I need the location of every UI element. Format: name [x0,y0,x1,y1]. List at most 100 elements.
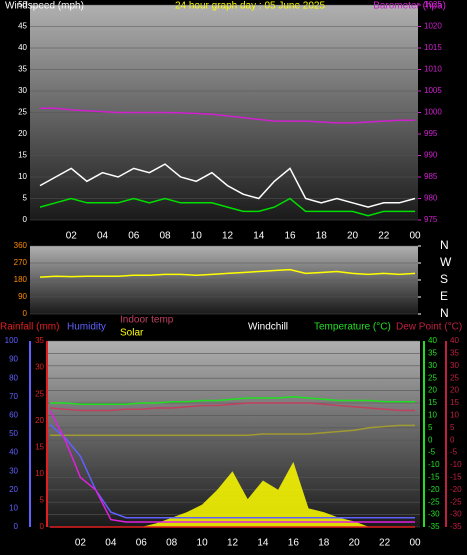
y-tick-label: 90 [9,355,18,364]
y2-tick-label: N [440,306,449,320]
y-tick-label: 25 [428,373,437,382]
y-tick-label: -25 [428,497,440,506]
x-tick-label: 22 [379,538,391,549]
y-tick-label: 50 [9,429,18,438]
y-tick-label: 100 [5,336,19,345]
y2-tick-label: 1025 [424,0,442,9]
y-tick-label: 15 [428,398,437,407]
y-tick-label: 35 [35,336,44,345]
data-line [39,268,416,278]
x-tick-label: 16 [284,231,296,242]
y-tick-label: 15 [35,442,44,451]
legend-entry: Windchill [248,322,288,333]
y-tick-label: 10 [18,172,27,181]
y2-tick-label: 1005 [424,86,442,95]
y-tick-label: -5 [428,448,436,457]
x-tick-label: 22 [378,231,390,242]
y-tick-label: 0 [23,309,28,318]
y-tick-label: 20 [9,485,18,494]
y-tick-label: -35 [450,522,462,531]
x-tick-label: 18 [318,538,330,549]
x-tick-label: 18 [316,231,328,242]
x-tick-label: 20 [347,231,359,242]
y2-tick-label: 1000 [424,108,442,117]
y2-tick-label: 1020 [424,22,442,31]
x-tick-label: 20 [349,538,361,549]
y-tick-label: -10 [450,460,462,469]
x-tick-label: 04 [105,538,117,549]
y-tick-label: 25 [18,108,27,117]
data-area [50,461,415,527]
data-line [39,197,415,217]
y-tick-label: -15 [450,473,462,482]
data-line [50,424,415,436]
y-tick-label: -20 [428,485,440,494]
x-tick-label: 12 [222,231,234,242]
y-tick-label: 15 [18,151,27,160]
x-tick-label: 16 [288,538,300,549]
y-tick-label: 80 [9,373,18,382]
y2-tick-label: W [440,255,452,269]
y-tick-label: 10 [35,469,44,478]
chart-title: 24 hour graph day : 05 June 2025 [175,1,326,12]
x-tick-label: 02 [66,231,78,242]
x-tick-label: 00 [409,231,421,242]
x-tick-label: 12 [227,538,239,549]
y-tick-label: 30 [450,361,459,370]
y-tick-label: 25 [450,373,459,382]
y-tick-label: 360 [14,241,28,250]
x-tick-label: 10 [191,231,203,242]
y-tick-label: 35 [428,349,437,358]
y2-tick-label: 995 [424,129,438,138]
y-tick-label: 20 [18,129,27,138]
y-tick-label: 40 [9,448,18,457]
y-tick-label: 25 [35,389,44,398]
y-tick-label: -10 [428,460,440,469]
x-tick-label: 02 [75,538,87,549]
y-tick-label: 20 [428,386,437,395]
y-tick-label: 5 [23,194,28,203]
x-tick-label: 06 [128,231,140,242]
y-tick-label: 5 [40,496,45,505]
y-tick-label: 180 [14,275,28,284]
axis-legend: Dew Point (°C) [396,322,462,333]
x-tick-label: 00 [409,538,421,549]
data-line [40,107,415,124]
x-tick-label: 10 [197,538,209,549]
y-tick-label: 35 [18,65,27,74]
y-tick-label: 10 [428,411,437,420]
x-tick-label: 14 [253,231,265,242]
y2-tick-label: 990 [424,151,438,160]
y-tick-label: 0 [428,435,433,444]
axis-legend: Rainfall (mm) [0,322,59,333]
axis-legend: Humidity [67,322,106,333]
y-tick-label: -15 [428,473,440,482]
y-tick-label: 30 [35,363,44,372]
y-tick-label: 30 [9,466,18,475]
y-tick-label: 70 [9,392,18,401]
y-tick-label: 0 [40,522,45,531]
y-tick-label: -5 [450,448,458,457]
y-tick-label: 30 [18,86,27,95]
data-line [39,163,416,208]
y-tick-label: 45 [18,22,27,31]
y-tick-label: 60 [9,411,18,420]
data-line [49,402,415,412]
x-tick-label: 08 [159,231,171,242]
y-tick-label: 10 [9,504,18,513]
y-tick-label: 20 [35,416,44,425]
y-tick-label: 5 [428,423,433,432]
y2-axis-label: Barometer (hpa) [373,1,446,12]
y-tick-label: 40 [18,43,27,52]
y-tick-label: 270 [14,258,28,267]
y-tick-label: -30 [428,510,440,519]
legend-entry: Indoor temp [120,315,174,326]
y-tick-label: 90 [18,292,27,301]
axis-legend: Temperature (°C) [314,322,391,333]
y2-tick-label: 975 [424,215,438,224]
x-tick-label: 08 [166,538,178,549]
x-tick-label: 06 [136,538,148,549]
y-tick-label: 0 [450,435,455,444]
y-tick-label: 5 [450,423,455,432]
